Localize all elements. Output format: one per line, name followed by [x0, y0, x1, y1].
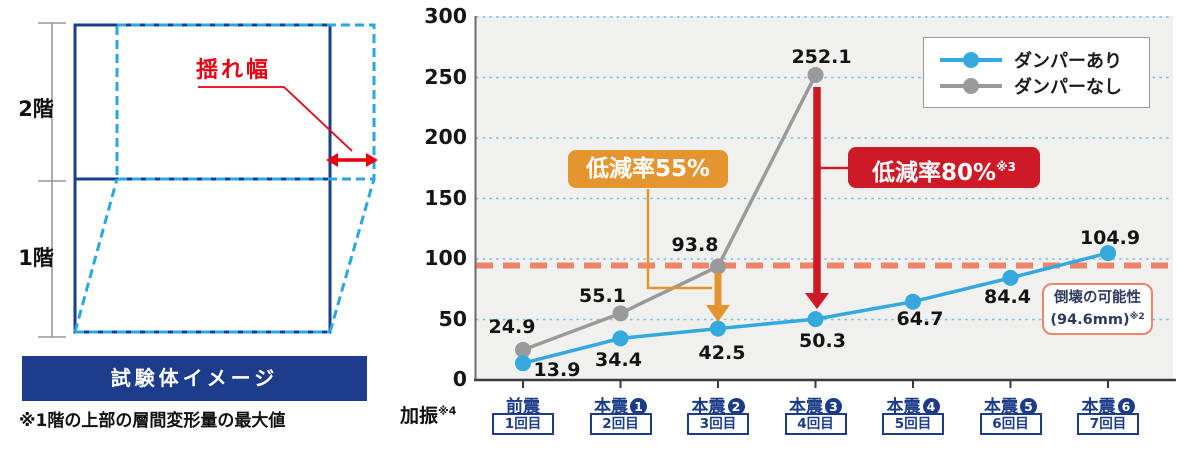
y-tick-label-100: 100	[424, 246, 467, 270]
frame-deformed	[73, 23, 376, 334]
collapse-risk-line2: (94.6mm)※2	[1050, 311, 1145, 328]
y-tick-label-200: 200	[424, 125, 467, 149]
data-point-0-3	[807, 311, 824, 328]
chart-series-layer	[515, 66, 1116, 372]
data-point-0-0	[515, 355, 531, 372]
x-category-text: 本震	[1081, 397, 1116, 417]
y-tick-label-0: 0	[452, 367, 467, 391]
value-label-0-4: 64.7	[896, 307, 944, 330]
sway-width-arrow-icon	[326, 153, 378, 167]
x-category-label-6: 本震 6	[1053, 392, 1163, 417]
y-tick-label-300: 300	[424, 4, 467, 28]
x-axis-title: 加振※4	[400, 401, 456, 428]
orange-arrow-head-icon	[706, 305, 730, 322]
x-category-text: 本震	[984, 397, 1018, 417]
legend-label-damper-on: ダンパーあり	[1014, 50, 1122, 72]
legend-label-damper-off: ダンパーなし	[1014, 76, 1122, 98]
x-category-label-1: 本震 1	[566, 392, 676, 417]
value-label-1-0: 24.9	[488, 315, 536, 338]
circled-number-icon: 1	[630, 398, 647, 415]
y-tick-label-50: 50	[438, 306, 467, 331]
orange-connector-line	[646, 189, 712, 290]
value-label-0-1: 34.4	[595, 349, 642, 372]
value-label-0-6: 104.9	[1079, 227, 1141, 250]
data-point-0-5	[1002, 269, 1019, 286]
x-category-text: 前震	[506, 397, 540, 417]
legend-marker-gray-icon	[940, 77, 1002, 95]
y-tick-label-150: 150	[424, 185, 467, 210]
collapse-risk-label: 倒壊の可能性 (94.6mm)※2	[1042, 283, 1153, 335]
diagram-caption-banner: 試験体イメージ	[22, 356, 367, 401]
x-category-label-4: 本震 4	[858, 392, 968, 417]
series-line-1	[522, 74, 818, 352]
x-category-label-5: 本震 5	[956, 392, 1066, 417]
data-point-1-3	[807, 66, 824, 83]
data-point-0-2	[710, 320, 726, 337]
trial-count-box-4: 5回目	[882, 413, 944, 435]
x-axis-title-text: 加振	[400, 405, 439, 427]
x-axis-title-footnote-mark: ※4	[438, 404, 457, 418]
x-category-label-3: 本震 3	[761, 392, 871, 417]
trial-count-box-5: 6回目	[979, 413, 1042, 435]
reduction-55-text: 低減率55%	[585, 156, 711, 182]
x-category-label-0: 前震	[468, 392, 578, 417]
x-category-label-2: 本震 2	[663, 392, 773, 417]
value-label-1-3: 252.1	[791, 45, 852, 68]
x-category-text: 本震	[594, 397, 628, 417]
trial-count-box-3: 4回目	[784, 413, 847, 435]
trial-count-box-0: 1回目	[492, 413, 554, 435]
data-point-0-4	[905, 293, 921, 310]
x-category-text: 本震	[789, 397, 823, 417]
x-category-text: 本震	[691, 397, 726, 417]
circled-number-icon: 2	[727, 398, 745, 415]
value-label-1-2: 93.8	[671, 233, 719, 256]
chart-legend: ダンパーあり ダンパーなし	[923, 37, 1150, 108]
circled-number-icon: 6	[1117, 398, 1135, 415]
data-point-1-2	[710, 258, 726, 275]
data-point-0-6	[1100, 245, 1116, 262]
reduction-55-callout: 低減率55%	[568, 150, 728, 188]
trial-count-box-1: 2回目	[589, 413, 652, 435]
value-label-0-5: 84.4	[984, 285, 1031, 308]
data-point-0-1	[612, 330, 629, 347]
y-tick-label-250: 250	[424, 64, 467, 89]
legend-marker-blue-icon	[940, 51, 1002, 69]
test-specimen-diagram	[38, 22, 378, 338]
collapse-risk-line1: 倒壊の可能性	[1054, 289, 1141, 306]
reduction-80-footnote-mark: ※3	[996, 160, 1017, 174]
value-label-1-1: 55.1	[579, 285, 626, 308]
legend-item-damper-off: ダンパーなし	[940, 76, 1149, 98]
circled-number-icon: 5	[1020, 398, 1037, 415]
legend-item-damper-on: ダンパーあり	[940, 50, 1149, 72]
circled-number-icon: 3	[825, 398, 842, 415]
floor1-label: 1階	[18, 246, 54, 270]
trial-count-box-6: 7回目	[1077, 413, 1139, 435]
chart-annotation-arrows	[646, 87, 849, 322]
floor2-label: 2階	[18, 97, 54, 121]
sway-pointer-line	[198, 86, 353, 152]
diagram-footnote: ※1階の上部の層間変形量の最大値	[19, 411, 286, 431]
x-category-text: 本震	[886, 397, 921, 417]
red-arrow-head-icon	[805, 293, 829, 309]
floor-bracket	[38, 22, 66, 338]
value-label-0-0: 13.9	[533, 359, 581, 382]
trial-count-box-2: 3回目	[687, 413, 749, 435]
data-point-1-0	[515, 341, 531, 358]
reduction-80-callout: 低減率80%※3	[848, 147, 1040, 188]
data-point-1-1	[612, 305, 629, 322]
circled-number-icon: 4	[922, 398, 940, 415]
sway-width-label: 揺れ幅	[196, 58, 272, 83]
value-label-0-2: 42.5	[698, 341, 746, 364]
reduction-80-text: 低減率80%	[871, 160, 997, 186]
value-label-0-3: 50.3	[799, 330, 846, 353]
chart-axes	[474, 16, 1176, 388]
